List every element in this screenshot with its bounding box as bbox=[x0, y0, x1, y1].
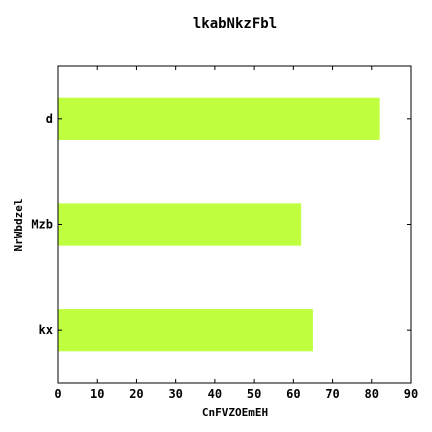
x-tick-label: 40 bbox=[208, 387, 222, 401]
x-tick-label: 80 bbox=[365, 387, 379, 401]
x-tick-label: 90 bbox=[404, 387, 418, 401]
y-tick-label: Mzb bbox=[31, 218, 53, 232]
x-axis-label: CnFVZOEmEH bbox=[202, 406, 268, 419]
x-tick-label: 30 bbox=[168, 387, 182, 401]
chart-title: lkabNkzFbl bbox=[193, 16, 277, 32]
x-axis-ticks: 0 10 20 30 40 50 60 70 80 90 bbox=[54, 66, 418, 401]
bar-kx bbox=[58, 309, 313, 352]
bars-group bbox=[58, 97, 380, 352]
bar-mzb bbox=[58, 203, 302, 246]
x-tick-label: 60 bbox=[286, 387, 300, 401]
x-tick-label: 70 bbox=[325, 387, 339, 401]
y-axis-label: NrWbdzel bbox=[12, 199, 25, 252]
x-tick-label: 0 bbox=[54, 387, 61, 401]
y-axis-ticks: kx Mzb d bbox=[31, 112, 411, 337]
x-tick-label: 50 bbox=[247, 387, 261, 401]
y-tick-label: d bbox=[46, 112, 53, 126]
y-tick-label: kx bbox=[39, 323, 53, 337]
x-tick-label: 10 bbox=[90, 387, 104, 401]
bar-d bbox=[58, 97, 380, 140]
x-tick-label: 20 bbox=[129, 387, 143, 401]
